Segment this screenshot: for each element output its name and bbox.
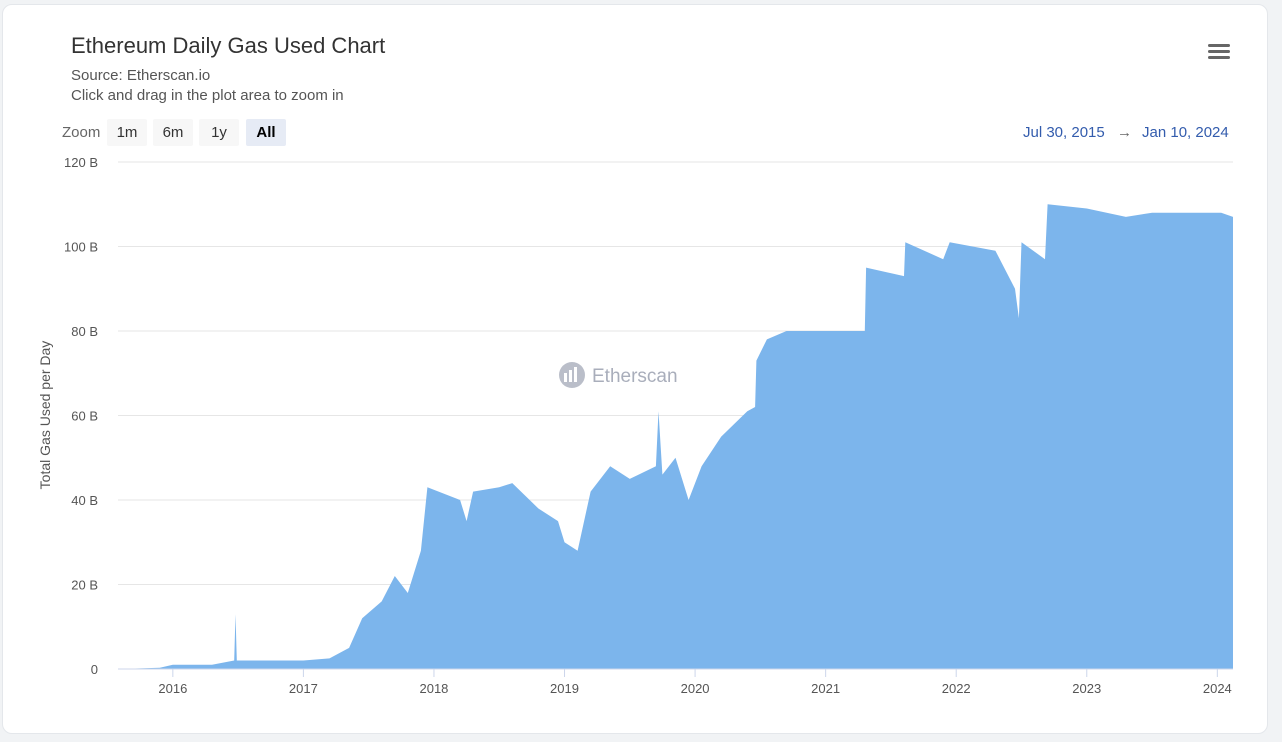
x-tick-label: 2024 xyxy=(1203,681,1232,696)
y-tick-label: 100 B xyxy=(64,240,98,255)
y-tick-label: 0 xyxy=(91,662,98,677)
hamburger-icon[interactable] xyxy=(1208,44,1230,62)
x-tick-label: 2016 xyxy=(158,681,187,696)
zoom-label: Zoom xyxy=(62,124,101,141)
y-tick-label: 60 B xyxy=(71,409,98,424)
zoom-6m-button[interactable]: 6m xyxy=(153,119,193,146)
y-tick-label: 80 B xyxy=(71,324,98,339)
watermark-text: Etherscan xyxy=(592,366,678,387)
x-tick-label: 2022 xyxy=(942,681,971,696)
x-tick-label: 2018 xyxy=(419,681,448,696)
y-tick-label: 120 B xyxy=(64,155,98,170)
x-tick-label: 2021 xyxy=(811,681,840,696)
gas-used-area xyxy=(118,204,1233,670)
etherscan-watermark: Etherscan xyxy=(559,362,678,388)
x-tick-label: 2023 xyxy=(1072,681,1101,696)
y-tick-label: 40 B xyxy=(71,493,98,508)
chart-source: Source: Etherscan.io xyxy=(71,67,211,84)
range-to-input[interactable]: Jan 10, 2024 xyxy=(1142,124,1229,141)
x-tick-label: 2019 xyxy=(550,681,579,696)
zoom-1y-button[interactable]: 1y xyxy=(199,119,239,146)
chart-title: Ethereum Daily Gas Used Chart xyxy=(71,33,386,58)
chart-hint: Click and drag in the plot area to zoom … xyxy=(71,87,344,104)
x-tick-label: 2020 xyxy=(681,681,710,696)
range-from-input[interactable]: Jul 30, 2015 xyxy=(1023,124,1105,141)
zoom-1m-button[interactable]: 1m xyxy=(107,119,147,146)
x-tick-label: 2017 xyxy=(289,681,318,696)
y-axis-label: Total Gas Used per Day xyxy=(37,341,53,490)
range-arrow: → xyxy=(1117,124,1132,141)
zoom-all-button[interactable]: All xyxy=(246,119,286,146)
y-tick-label: 20 B xyxy=(71,578,98,593)
